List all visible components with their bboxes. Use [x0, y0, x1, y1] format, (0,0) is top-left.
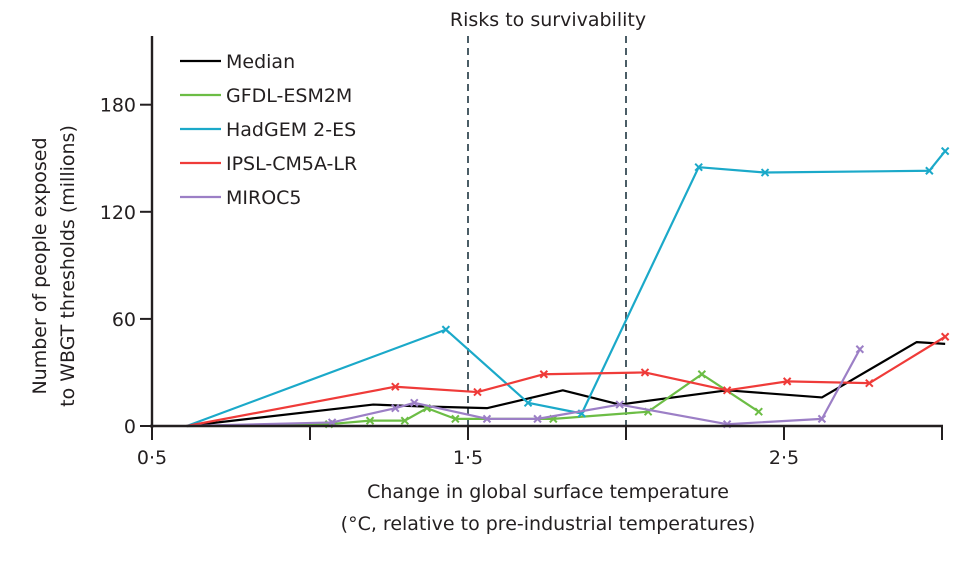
- data-point-marker: [539, 370, 549, 379]
- data-point-marker: [855, 345, 865, 354]
- data-point-marker: [940, 332, 950, 341]
- data-point-marker: [925, 166, 934, 175]
- x-axis-label-line2: (°C, relative to pre-industrial temperat…: [341, 513, 756, 535]
- data-point-marker: [722, 386, 732, 395]
- legend-label: IPSL-CM5A-LR: [226, 153, 357, 175]
- data-point-marker: [391, 403, 400, 413]
- data-point-marker: [817, 414, 827, 424]
- data-point-marker: [365, 416, 375, 425]
- x-axis-label-line1: Change in global surface temperature: [367, 481, 729, 503]
- series-line-gfdl-esm2m: [186, 373, 760, 428]
- data-point-marker: [615, 400, 624, 409]
- y-tick-label: 180: [100, 95, 136, 117]
- x-tick-label: 1·5: [453, 447, 483, 469]
- y-tick-label: 120: [100, 202, 136, 224]
- data-point-marker: [410, 398, 419, 408]
- data-point-marker: [533, 414, 542, 424]
- data-point-marker: [391, 382, 400, 391]
- data-point-marker: [473, 387, 482, 397]
- x-tick-label: 0·5: [137, 447, 167, 469]
- data-point-marker: [760, 168, 770, 177]
- y-tick-label: 0: [124, 416, 136, 438]
- data-point-marker: [940, 146, 950, 156]
- data-point-marker: [697, 370, 707, 379]
- data-point-marker: [451, 414, 460, 424]
- annotation-label: Risks to survivability: [450, 9, 646, 31]
- data-point-marker: [482, 414, 492, 424]
- legend-label: Median: [226, 51, 295, 73]
- x-tick-label: 2·5: [769, 447, 799, 469]
- y-axis-label-line1: Number of people exposed: [29, 137, 51, 394]
- y-tick-label: 60: [112, 309, 136, 331]
- series-line-hadgem-2-es: [186, 150, 947, 428]
- data-point-marker: [640, 368, 650, 377]
- data-point-marker: [754, 407, 763, 416]
- data-point-marker: [327, 418, 337, 427]
- legend-label: HadGEM 2-ES: [226, 119, 356, 141]
- data-point-marker: [441, 325, 451, 334]
- data-point-marker: [865, 378, 874, 388]
- data-point-marker: [523, 398, 533, 408]
- series-line-miroc5: [186, 348, 861, 428]
- data-point-marker: [782, 377, 792, 386]
- data-point-marker: [694, 162, 703, 172]
- legend-label: GFDL-ESM2M: [226, 85, 352, 107]
- data-point-marker: [400, 416, 410, 425]
- legend-label: MIROC5: [226, 187, 302, 209]
- y-axis-label-line2: to WBGT thresholds (millions): [57, 125, 79, 407]
